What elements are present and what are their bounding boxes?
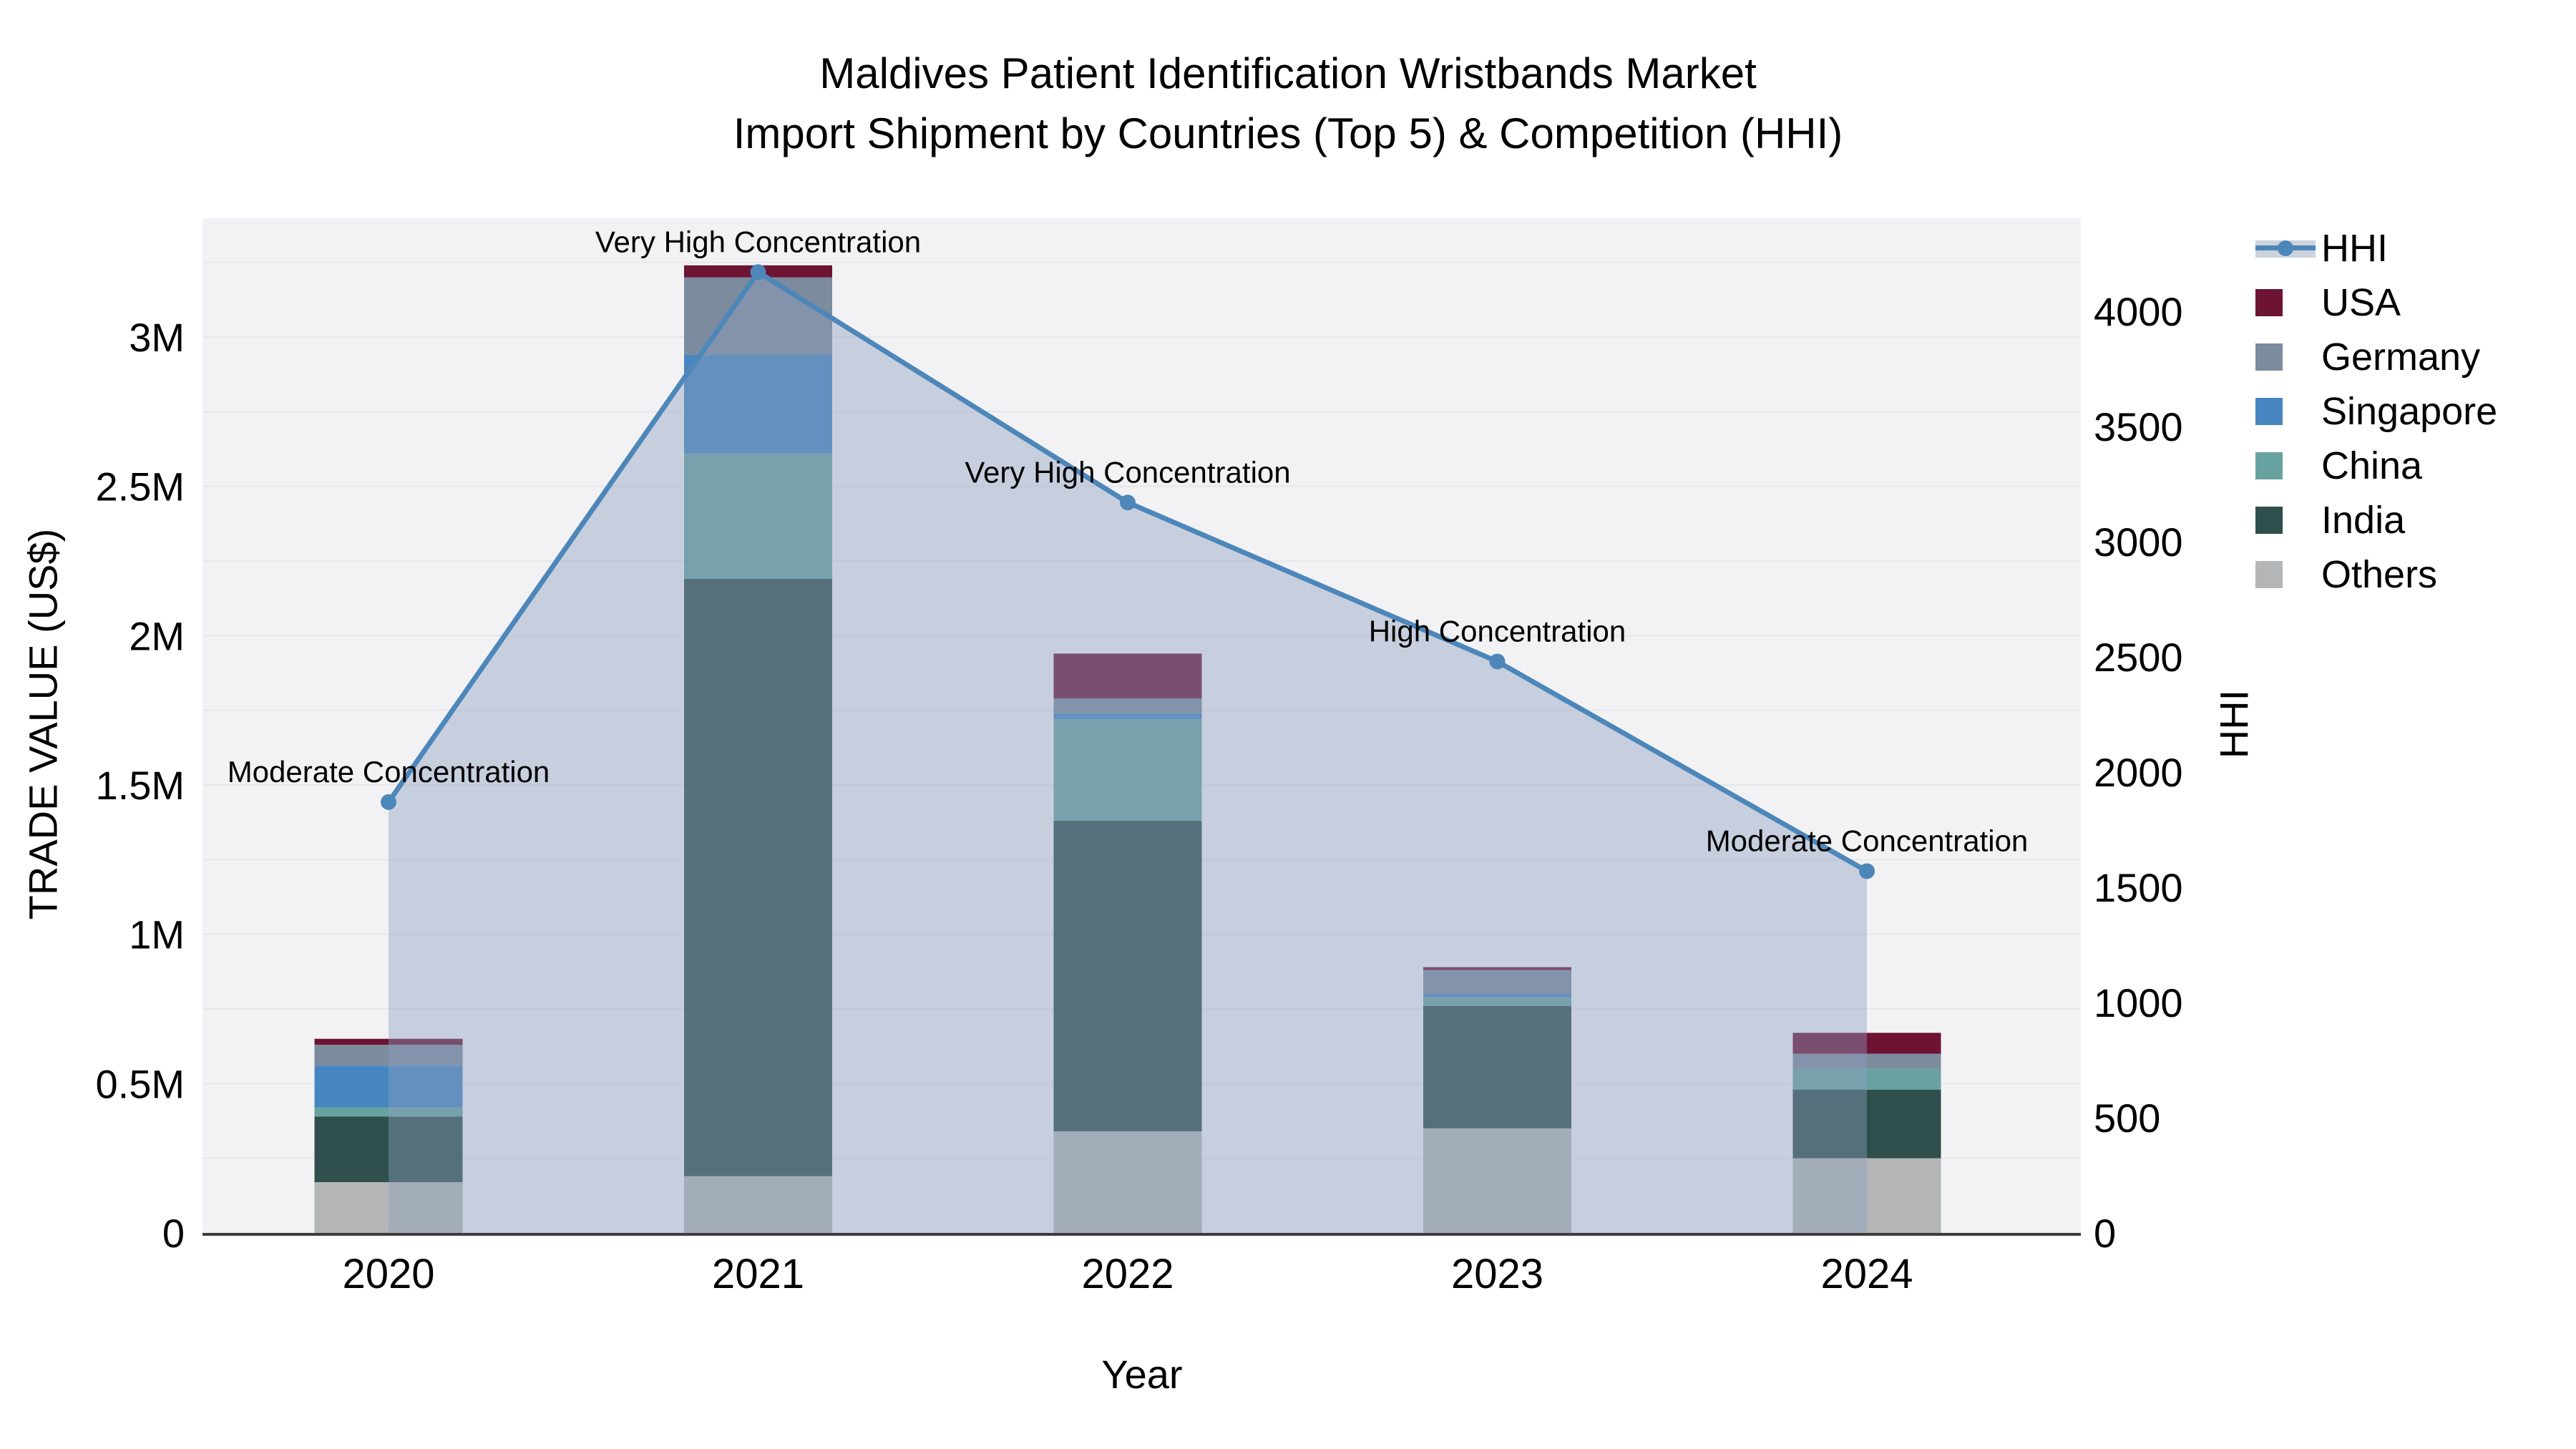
bar-segment-china-2024 xyxy=(1792,1068,1941,1090)
bar-segment-germany-2022 xyxy=(1053,698,1202,713)
bar-segment-others-2023 xyxy=(1423,1128,1571,1233)
x-axis-title: Year xyxy=(1101,1352,1183,1397)
annotation-2023: High Concentration xyxy=(1369,614,1626,648)
hhi-line-icon xyxy=(2255,236,2316,260)
bar-segment-singapore-2020 xyxy=(314,1065,463,1108)
left-tick-label: 1.5M xyxy=(96,763,185,808)
right-tick-label: 1500 xyxy=(2094,865,2183,910)
bar-segment-china-2023 xyxy=(1423,997,1571,1006)
bar-segment-others-2021 xyxy=(684,1176,832,1233)
left-tick-label: 2M xyxy=(129,613,185,658)
legend-item-china: China xyxy=(2255,444,2497,487)
legend-item-germany: Germany xyxy=(2255,336,2497,379)
bar-segment-usa-2022 xyxy=(1053,653,1202,698)
china-swatch xyxy=(2255,452,2283,479)
hhi-marker-2024 xyxy=(1859,863,1875,879)
bar-segment-others-2022 xyxy=(1053,1131,1202,1233)
legend-item-usa: USA xyxy=(2255,281,2497,324)
legend-item-india: India xyxy=(2255,499,2497,542)
bar-segment-india-2023 xyxy=(1423,1005,1571,1128)
left-axis-title: TRADE VALUE (US$) xyxy=(20,528,66,920)
legend-item-hhi: HHI xyxy=(2255,227,2497,270)
hhi-marker-2022 xyxy=(1120,494,1136,511)
legend-label-germany: Germany xyxy=(2321,336,2481,379)
india-swatch xyxy=(2255,507,2283,534)
legend-item-others: Others xyxy=(2255,553,2497,596)
bar-segment-china-2021 xyxy=(684,453,832,580)
hhi-marker-2020 xyxy=(381,794,396,810)
legend-label-others: Others xyxy=(2321,553,2438,596)
annotation-2020: Moderate Concentration xyxy=(228,755,550,789)
right-axis-title: HHI xyxy=(2211,689,2257,759)
bar-segment-china-2020 xyxy=(314,1107,463,1117)
right-tick-label: 3000 xyxy=(2094,519,2183,565)
annotation-2024: Moderate Concentration xyxy=(1706,824,2029,857)
bar-segment-china-2022 xyxy=(1053,719,1202,821)
legend-label-usa: USA xyxy=(2321,281,2401,324)
legend-label-india: India xyxy=(2321,499,2406,542)
usa-swatch xyxy=(2255,289,2283,316)
bar-segment-india-2020 xyxy=(314,1116,463,1183)
hhi-marker-dot xyxy=(2278,240,2293,256)
bar-segment-singapore-2022 xyxy=(1053,713,1202,720)
bar-segment-others-2020 xyxy=(314,1182,463,1233)
singapore-swatch xyxy=(2255,398,2283,425)
hhi-marker-2021 xyxy=(750,264,766,280)
others-swatch xyxy=(2255,561,2283,588)
x-tick-label: 2020 xyxy=(342,1251,434,1297)
bar-segment-india-2022 xyxy=(1053,821,1202,1132)
left-tick-label: 1M xyxy=(129,912,185,957)
x-tick-label: 2024 xyxy=(1820,1251,1913,1297)
annotation-2022: Very High Concentration xyxy=(965,455,1290,489)
bar-segment-usa-2023 xyxy=(1423,967,1571,970)
bar-segment-singapore-2021 xyxy=(684,355,832,454)
bar-segment-usa-2020 xyxy=(314,1038,463,1045)
hhi-area-fill xyxy=(389,272,1867,1233)
legend-label-singapore: Singapore xyxy=(2321,390,2498,433)
legend: HHI USA Germany Singapore China India Ot… xyxy=(2255,227,2498,596)
bar-segment-others-2024 xyxy=(1792,1158,1941,1233)
right-tick-label: 0 xyxy=(2094,1211,2116,1256)
legend-item-singapore: Singapore xyxy=(2255,390,2498,433)
bar-segment-india-2021 xyxy=(684,579,832,1176)
right-tick-label: 1000 xyxy=(2094,980,2183,1025)
bar-segment-singapore-2023 xyxy=(1423,994,1571,997)
right-tick-label: 4000 xyxy=(2094,289,2183,334)
annotation-2021: Very High Concentration xyxy=(595,225,921,258)
right-tick-label: 2500 xyxy=(2094,635,2183,680)
x-tick-label: 2021 xyxy=(712,1251,804,1297)
bar-segment-germany-2020 xyxy=(314,1045,463,1066)
chart-title-line1: Maldives Patient Identification Wristban… xyxy=(819,49,1757,97)
left-tick-label: 2.5M xyxy=(96,464,185,509)
bar-segment-germany-2024 xyxy=(1792,1053,1941,1069)
bar-segment-germany-2023 xyxy=(1423,970,1571,995)
hhi-marker-2023 xyxy=(1489,653,1506,670)
right-tick-label: 500 xyxy=(2094,1096,2160,1141)
bar-segment-india-2024 xyxy=(1792,1089,1941,1158)
chart-title-line2: Import Shipment by Countries (Top 5) & C… xyxy=(733,109,1843,157)
x-tick-label: 2022 xyxy=(1081,1251,1174,1297)
bar-segment-usa-2024 xyxy=(1792,1033,1941,1054)
left-tick-label: 3M xyxy=(129,315,185,360)
left-tick-label: 0 xyxy=(162,1211,185,1256)
right-tick-label: 2000 xyxy=(2094,750,2183,795)
right-tick-label: 3500 xyxy=(2094,404,2183,449)
x-tick-label: 2023 xyxy=(1451,1251,1543,1297)
legend-label-hhi: HHI xyxy=(2321,227,2388,270)
germany-swatch xyxy=(2255,343,2283,371)
left-tick-label: 0.5M xyxy=(96,1061,185,1106)
legend-label-china: China xyxy=(2321,444,2423,487)
